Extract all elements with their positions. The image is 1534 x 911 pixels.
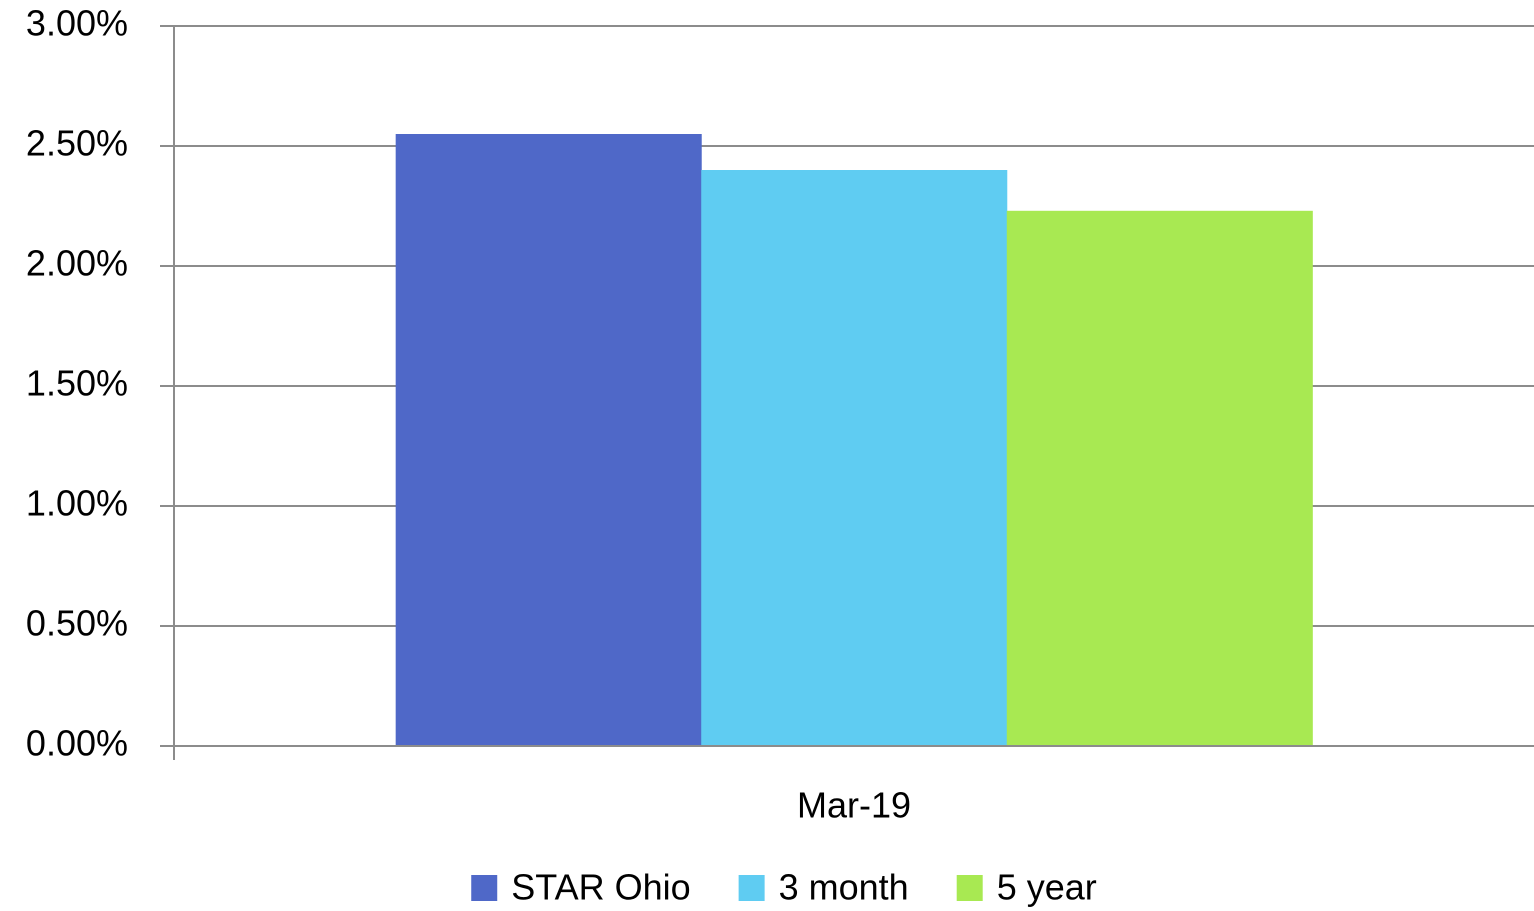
legend-label: 3 month [779,867,909,908]
y-tick-label: 0.00% [26,723,128,764]
legend-swatch [738,875,765,901]
y-tick-label: 3.00% [26,3,128,44]
y-tick-label: 2.50% [26,123,128,164]
legend-swatch [471,875,498,901]
y-tick-label: 2.00% [26,243,128,284]
y-tick-label: 1.00% [26,483,128,524]
bar [1006,210,1313,747]
legend-label: 5 year [997,867,1097,908]
bar [701,170,1008,746]
legend-swatch [956,875,983,901]
legend-label: STAR Ohio [511,867,690,908]
x-tick-label: Mar-19 [797,785,911,826]
bar [395,134,702,746]
y-tick-label: 1.50% [26,363,128,404]
y-tick-label: 0.50% [26,603,128,644]
